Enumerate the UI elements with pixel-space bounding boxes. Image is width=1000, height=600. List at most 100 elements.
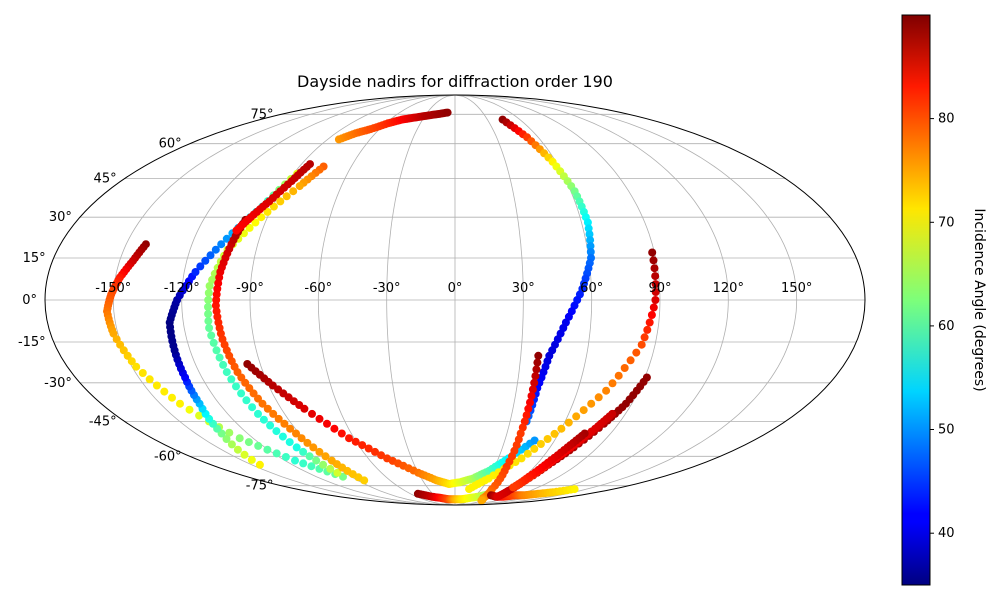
data-point (583, 218, 592, 227)
data-point (522, 411, 531, 420)
data-point (620, 364, 629, 372)
data-point (160, 387, 169, 396)
data-point (637, 340, 646, 349)
data-point (278, 432, 287, 441)
data-point (632, 348, 641, 357)
data-point (377, 451, 386, 460)
data-point (254, 409, 262, 418)
data-point (371, 447, 379, 456)
data-point (276, 197, 285, 206)
data-point (608, 379, 617, 388)
lon-tick-label: 90° (648, 281, 671, 296)
lat-tick-label: -75° (246, 479, 274, 494)
data-point (195, 411, 204, 420)
data-point (215, 353, 224, 362)
data-point (533, 358, 542, 367)
data-point (550, 429, 559, 438)
data-point (337, 429, 346, 438)
colorbar-ticks: 40 50 60 70 80 (930, 112, 955, 541)
data-point (345, 434, 353, 443)
data-point (640, 333, 649, 342)
data-point (587, 399, 596, 408)
lon-tick-label: 150° (781, 281, 812, 296)
lon-tick-label: -120° (164, 281, 200, 296)
lon-tick-label: -150° (95, 281, 131, 296)
data-point (315, 447, 324, 456)
data-point (645, 318, 654, 327)
data-point (527, 392, 536, 400)
lon-tick-label: -90° (236, 281, 264, 296)
chart-title: Dayside nadirs for diffraction order 190 (297, 72, 613, 91)
data-point (651, 288, 660, 296)
data-point (242, 396, 251, 405)
data-point (649, 256, 658, 265)
colorbar-tick-label: 60 (938, 319, 955, 334)
data-point (586, 242, 595, 251)
data-point (204, 303, 212, 311)
data-point (626, 356, 635, 365)
data-point (315, 414, 324, 423)
data-point (585, 230, 594, 239)
data-point (536, 440, 545, 448)
data-point (534, 351, 543, 360)
data-point (509, 483, 518, 492)
data-point (586, 248, 595, 256)
data-point (299, 447, 308, 456)
data-point (586, 236, 595, 245)
lat-tick-label: 30° (49, 210, 72, 225)
data-point (289, 187, 298, 196)
data-point (263, 207, 272, 216)
data-point (303, 438, 312, 447)
data-point (266, 421, 275, 430)
data-point (176, 399, 184, 408)
data-point (530, 436, 539, 445)
data-point (292, 429, 300, 438)
data-point (321, 452, 330, 461)
data-point (649, 303, 658, 312)
data-point (248, 403, 257, 412)
data-point (309, 443, 318, 452)
lat-tick-label: 60° (159, 137, 182, 152)
data-point (204, 317, 213, 326)
data-point (643, 325, 652, 334)
lat-tick-label: -30° (44, 376, 72, 391)
data-point (255, 460, 264, 469)
data-point (222, 368, 231, 377)
data-point (339, 472, 347, 481)
data-point (570, 485, 579, 494)
data-point (127, 357, 136, 366)
data-point (564, 418, 573, 427)
data-point (257, 213, 266, 222)
data-point (132, 362, 141, 371)
data-point (307, 462, 316, 471)
data-point (272, 427, 281, 436)
data-point (204, 296, 213, 304)
data-point (327, 456, 336, 465)
data-point (530, 444, 539, 453)
lat-tick-label: 0° (22, 293, 37, 308)
data-point (528, 385, 537, 394)
data-point (280, 419, 289, 428)
data-point (651, 272, 660, 281)
data-point (594, 393, 603, 402)
data-point (330, 424, 339, 433)
lat-tick-label: 75° (250, 107, 273, 122)
data-point (240, 450, 249, 459)
lon-tick-label: 30° (512, 281, 535, 296)
data-point (295, 182, 304, 191)
data-point (274, 414, 283, 423)
data-point (493, 492, 502, 501)
data-point (557, 424, 566, 433)
data-point (269, 202, 278, 211)
colorbar-label: Incidence Angle (degrees) (971, 208, 987, 391)
data-point (300, 404, 309, 413)
data-point (235, 434, 244, 443)
data-point (364, 444, 373, 453)
data-point (291, 456, 299, 465)
lat-tick-label: -60° (154, 449, 182, 464)
data-point (647, 311, 656, 319)
data-point (614, 371, 623, 380)
data-point (201, 256, 210, 265)
data-point (358, 441, 367, 450)
data-point (217, 240, 226, 249)
